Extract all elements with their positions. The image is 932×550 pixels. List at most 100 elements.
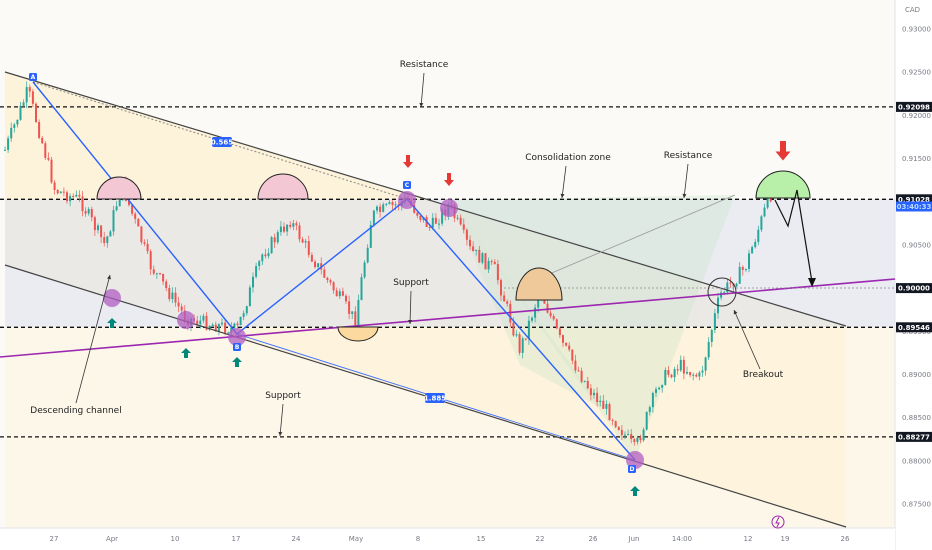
- candle: [78, 194, 81, 197]
- annotation-6: Breakout: [743, 370, 784, 380]
- candle: [465, 229, 468, 240]
- lightning-icon[interactable]: [771, 515, 785, 529]
- candle: [317, 263, 320, 268]
- annotation-pointer-head-0: [419, 102, 424, 107]
- candle: [382, 204, 385, 212]
- candle: [438, 223, 440, 225]
- x-tick-4: 24: [292, 535, 301, 543]
- candle: [586, 380, 589, 389]
- candle: [41, 137, 44, 144]
- candle: [611, 420, 614, 422]
- pattern-point-label-c: C: [405, 182, 410, 189]
- candle: [159, 273, 161, 275]
- candle: [503, 295, 506, 302]
- candle: [388, 202, 391, 204]
- candle: [314, 261, 316, 268]
- candle: [546, 303, 549, 313]
- candle: [177, 302, 180, 307]
- candle: [726, 282, 729, 293]
- candle: [751, 247, 754, 254]
- candle: [332, 282, 335, 291]
- projection-path: [774, 189, 813, 283]
- price-tag-label-3: 0.90000: [898, 285, 930, 293]
- candle: [686, 372, 688, 374]
- candle: [239, 316, 242, 326]
- dotted-ac-line: [32, 81, 408, 200]
- candle: [283, 226, 285, 232]
- candle: [273, 237, 276, 243]
- candle: [264, 254, 267, 257]
- candle: [134, 213, 137, 219]
- annotation-pointer-1: [561, 165, 567, 199]
- candle: [515, 334, 518, 336]
- candle: [487, 261, 490, 270]
- candle: [103, 237, 106, 243]
- candle: [416, 212, 419, 216]
- y-tick-10: 0.88000: [902, 457, 931, 465]
- candle: [664, 369, 667, 385]
- candle: [199, 320, 202, 325]
- y-tick-5: 0.90500: [902, 241, 931, 249]
- candle: [670, 374, 673, 378]
- candle: [620, 429, 623, 436]
- candle: [106, 236, 109, 243]
- candle: [484, 253, 487, 270]
- candle: [695, 374, 698, 377]
- candle: [205, 315, 208, 330]
- candle: [84, 211, 87, 214]
- arc-top-2: [257, 173, 309, 200]
- annotation-pointer-head-5: [107, 275, 111, 280]
- pattern-point-label-d: D: [630, 466, 635, 473]
- candle: [527, 320, 530, 339]
- price-tag-label-2: 03:40:33: [897, 203, 932, 211]
- candle: [56, 189, 59, 194]
- candle: [469, 239, 471, 247]
- annotation-pointer-3: [409, 290, 412, 325]
- pivot-marker-1: [177, 311, 195, 329]
- candle: [506, 301, 509, 304]
- candle: [524, 338, 527, 340]
- candle: [75, 194, 78, 197]
- price-tag-5: [896, 431, 932, 442]
- candle: [174, 292, 177, 303]
- candle: [385, 203, 388, 205]
- candle: [245, 306, 248, 314]
- projection-arrowhead: [808, 278, 816, 287]
- candle: [738, 266, 741, 284]
- candle: [754, 241, 757, 248]
- candle: [233, 323, 236, 328]
- candle: [50, 159, 53, 183]
- candle: [713, 313, 716, 330]
- candle: [741, 266, 744, 270]
- candle: [28, 87, 31, 92]
- annotation-pointer-2: [683, 163, 689, 199]
- candle: [171, 292, 174, 300]
- candle: [462, 224, 465, 230]
- pivot-marker-3: [398, 191, 416, 209]
- candle: [221, 322, 223, 325]
- candle: [69, 195, 72, 202]
- candle: [255, 266, 258, 277]
- breakout-circle: [707, 277, 737, 307]
- time-axis: [0, 528, 895, 550]
- price-tag-3: [896, 283, 932, 294]
- candle: [472, 246, 475, 252]
- candle: [633, 439, 636, 442]
- candle: [214, 324, 217, 332]
- candle: [558, 328, 561, 336]
- annotation-3: Support: [393, 278, 429, 288]
- candle: [59, 191, 62, 194]
- pattern-point-c: [403, 181, 411, 189]
- sell-arrow-3: [775, 141, 791, 161]
- candle: [490, 261, 493, 263]
- candle: [642, 429, 645, 441]
- candle: [521, 338, 524, 353]
- price-tag-label-1: 0.91028: [898, 196, 930, 204]
- price-tag-0: [896, 101, 932, 112]
- candle: [140, 226, 143, 243]
- candle: [25, 87, 28, 103]
- candle: [149, 251, 152, 270]
- candle: [4, 149, 6, 151]
- price-axis: [895, 0, 932, 550]
